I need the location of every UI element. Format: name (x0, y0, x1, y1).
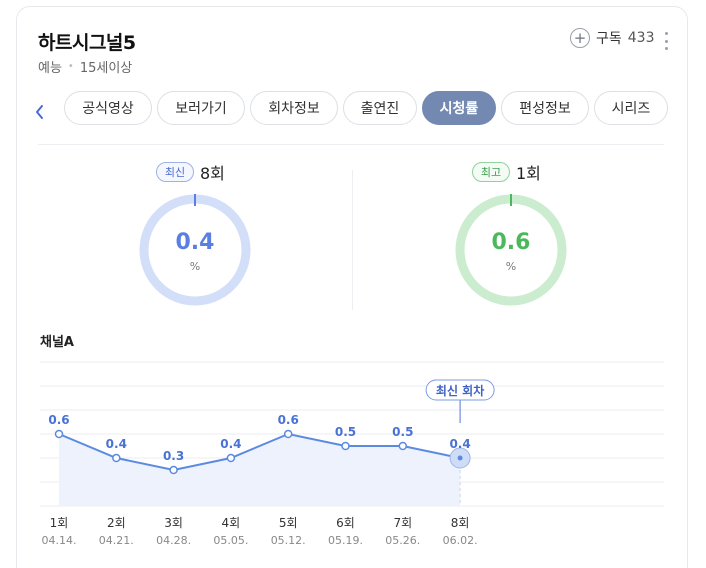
latest-rating-donut (139, 194, 251, 306)
plus-icon: + (570, 28, 590, 48)
x-tick-label: 6회 (336, 516, 355, 530)
x-date-label: 05.05. (213, 534, 248, 547)
subscribe-label: 구독 (596, 31, 622, 47)
series-area (59, 434, 461, 506)
data-label: 0.3 (163, 449, 184, 463)
x-date-label: 05.12. (271, 534, 306, 547)
tab-cast[interactable]: 출연진 (343, 91, 417, 125)
data-point (341, 441, 350, 451)
x-tick-label: 7회 (393, 516, 412, 530)
tab-schedule[interactable]: 편성정보 (501, 91, 589, 125)
program-meta: 예능 • 15세이상 (38, 57, 132, 76)
tab-ratings[interactable]: 시청률 (422, 91, 496, 125)
data-point (169, 465, 178, 475)
data-label: 0.4 (220, 437, 241, 451)
channel-label: 채널A (40, 335, 74, 350)
data-label: 0.5 (335, 425, 356, 439)
latest-rating-value: 0.4 (175, 230, 215, 255)
best-episode: 1회 (516, 164, 541, 183)
subscribe-button[interactable]: + 구독 433 (570, 28, 655, 48)
x-tick-label: 8회 (451, 516, 470, 530)
genre-label: 예능 (38, 61, 62, 76)
tab-series[interactable]: 시리즈 (594, 91, 668, 125)
data-point (112, 453, 121, 463)
data-label: 0.5 (392, 425, 413, 439)
x-date-label: 06.02. (443, 534, 478, 547)
data-label: 0.4 (106, 437, 127, 451)
x-date-label: 05.26. (385, 534, 420, 547)
data-point (54, 429, 64, 439)
chevron-left-icon[interactable] (32, 102, 48, 122)
x-date-label: 04.21. (99, 534, 134, 547)
annotation-label: 최신 회차 (436, 383, 484, 398)
tab-official-video[interactable]: 공식영상 (64, 91, 152, 125)
data-label: 0.6 (48, 413, 69, 427)
series-line (58, 432, 461, 472)
best-badge: 최고 (472, 162, 510, 182)
data-point (283, 429, 293, 439)
more-options-icon[interactable] (662, 32, 670, 50)
annotation-pill (425, 379, 495, 401)
x-date-label: 05.19. (328, 534, 363, 547)
x-tick-label: 4회 (222, 516, 241, 530)
age-rating: 15세이상 (79, 61, 133, 76)
latest-episode: 8회 (200, 164, 225, 183)
latest-rating-unit: % (189, 260, 201, 273)
x-tick-label: 5회 (279, 516, 298, 530)
program-title[interactable]: 하트시그널5 (38, 32, 136, 54)
data-label: 0.6 (278, 413, 299, 427)
x-tick-label: 2회 (107, 516, 126, 530)
x-tick-label: 1회 (50, 516, 69, 530)
data-point (457, 455, 463, 461)
data-point (226, 453, 236, 463)
best-rating-value: 0.6 (491, 230, 531, 255)
tab-episode-info[interactable]: 회차정보 (250, 91, 338, 125)
latest-badge: 최신 (156, 162, 194, 182)
separator-dot: • (67, 61, 74, 72)
subscribe-count: 433 (627, 30, 655, 46)
x-date-label: 04.28. (156, 534, 191, 547)
best-rating-unit: % (505, 260, 517, 273)
column-divider (352, 170, 353, 310)
section-divider (38, 144, 664, 145)
data-label: 0.4 (449, 437, 470, 451)
tab-watch[interactable]: 보러가기 (157, 91, 245, 125)
data-point (398, 441, 408, 451)
x-date-label: 04.14. (42, 534, 77, 547)
x-tick-label: 3회 (164, 516, 183, 530)
best-rating-donut (455, 194, 567, 306)
